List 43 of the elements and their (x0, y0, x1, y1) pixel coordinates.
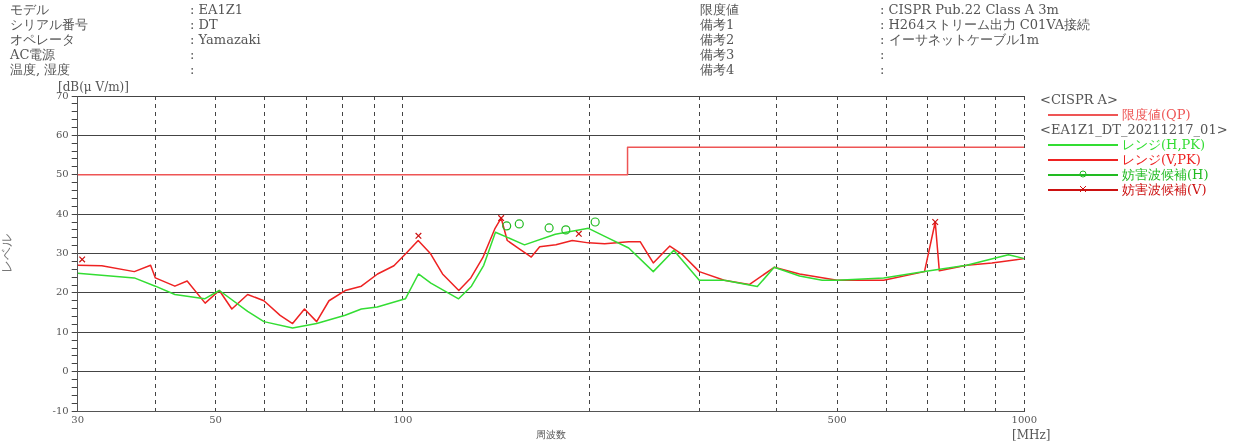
text: : (190, 47, 196, 62)
x-tick-label: 1000 (1011, 413, 1037, 425)
y-tick-label: -10 (52, 404, 69, 416)
text: : CISPR Pub.22 Class A 3m (880, 2, 1060, 17)
text: [MHz] (1012, 428, 1051, 441)
text: : H264ストリーム出力 C01VA接続 (880, 17, 1092, 32)
text: 限度値(QP) (1122, 107, 1191, 122)
text: 備考2 (700, 32, 736, 47)
x-tick-label: 30 (71, 413, 85, 425)
text: 温度, 湿度 (10, 62, 72, 77)
text: AC電源 (10, 47, 57, 62)
x-axis-title: 周波数 (535, 428, 566, 440)
text: <EA1Z1_DT_20211217_01> (1040, 122, 1228, 137)
text: レンジ(V,PK) (1122, 152, 1201, 167)
text: : イーサネットケーブル1m (880, 32, 1041, 47)
text: : EA1Z1 (190, 2, 244, 17)
text: : (880, 62, 886, 77)
text: 備考3 (700, 47, 736, 62)
text: オペレータ (10, 32, 76, 47)
text: シリアル番号 (10, 17, 89, 32)
x-tick-label: 100 (393, 413, 413, 425)
x-tick-label: 500 (827, 413, 847, 425)
legend-title: <CISPR A> (1040, 92, 1119, 107)
y-tick-label: 30 (55, 247, 69, 259)
text: : (190, 62, 196, 77)
text: 備考1 (700, 17, 736, 32)
text: : DT (190, 17, 219, 32)
x-tick-label: 50 (209, 413, 222, 425)
text: レンジ(H,PK) (1122, 137, 1206, 152)
y-axis-title: レベル (0, 234, 15, 273)
text: 妨害波候補(V) (1122, 182, 1207, 197)
y-tick-label: 60 (55, 128, 69, 140)
text: 備考4 (700, 62, 736, 77)
y-tick-label: 40 (55, 207, 69, 219)
text: : Yamazaki (190, 32, 262, 47)
text: モデル (10, 2, 50, 17)
text: 妨害波候補(H) (1122, 167, 1209, 182)
text: : (880, 47, 886, 62)
y-tick-label: 10 (55, 325, 69, 337)
y-tick-label: 50 (55, 168, 69, 180)
y-tick-label: 20 (55, 286, 69, 298)
text: 限度値 (700, 2, 740, 17)
y-tick-label: 0 (62, 365, 69, 377)
